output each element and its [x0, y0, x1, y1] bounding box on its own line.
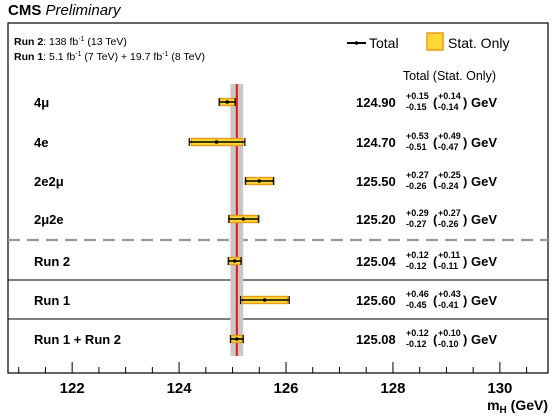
total-down-uncertainty: -0.27: [406, 219, 427, 229]
stat-up-uncertainty: +0.27: [438, 208, 461, 218]
close-paren: ): [463, 212, 467, 227]
status-label: Preliminary: [45, 2, 121, 19]
open-paren: (: [433, 293, 438, 308]
central-value-marker: [235, 337, 239, 341]
x-tick-label: 128: [380, 380, 405, 397]
central-value-marker: [214, 140, 219, 144]
total-down-uncertainty: -0.45: [406, 300, 427, 310]
x-tick-label: 126: [274, 380, 299, 397]
unit-label: GeV: [471, 135, 497, 150]
measurement-label: Run 2: [34, 254, 70, 269]
measurement-label: 2μ2e: [34, 212, 64, 227]
total-up-uncertainty: +0.15: [406, 91, 429, 101]
x-axis-label: mH (GeV): [487, 397, 548, 416]
measurement-value-text: 125.08 +0.12-0.12 (+0.10-0.10) GeV: [356, 328, 497, 349]
central-value-marker: [232, 259, 237, 263]
open-paren: (: [433, 212, 438, 227]
legend-stat-swatch: [426, 32, 444, 51]
stat-down-uncertainty: -0.47: [438, 142, 459, 152]
total-down-uncertainty: -0.12: [406, 339, 427, 349]
value-number: 125.20: [356, 212, 396, 227]
stat-up-uncertainty: +0.49: [438, 131, 461, 141]
legend-total-dot: [354, 41, 359, 45]
unit-label: GeV: [471, 95, 497, 110]
stat-down-uncertainty: -0.11: [438, 261, 458, 271]
stat-down-uncertainty: -0.10: [438, 339, 459, 349]
experiment-label: CMS: [8, 2, 42, 19]
value-number: 124.90: [356, 95, 396, 110]
value-number: 125.50: [356, 174, 396, 189]
unit-label: GeV: [471, 174, 497, 189]
central-value-marker: [225, 100, 230, 104]
luminosity-line: Run 1: 5.1 fb-1 (7 TeV) + 19.7 fb-1 (8 T…: [14, 51, 205, 63]
measurement-label: 4μ: [34, 95, 49, 110]
central-value-marker: [262, 298, 267, 302]
luminosity-line: Run 2: 138 fb-1 (13 TeV): [14, 36, 127, 48]
legend-total-label: Total: [369, 35, 399, 51]
close-paren: ): [463, 254, 467, 269]
stat-up-uncertainty: +0.25: [438, 170, 461, 180]
legend-stat-label: Stat. Only: [448, 35, 509, 51]
total-up-uncertainty: +0.12: [406, 250, 429, 260]
measurement-label: Run 1 + Run 2: [34, 332, 121, 347]
value-number: 125.04: [356, 254, 397, 269]
open-paren: (: [433, 174, 438, 189]
stat-down-uncertainty: -0.26: [438, 219, 459, 229]
value-number: 124.70: [356, 135, 396, 150]
total-up-uncertainty: +0.12: [406, 328, 429, 338]
x-tick-label: 130: [487, 380, 512, 397]
open-paren: (: [433, 135, 438, 150]
close-paren: ): [463, 293, 467, 308]
column-header: Total (Stat. Only): [403, 69, 496, 83]
measurement-label: 2e2μ: [34, 174, 64, 189]
stat-up-uncertainty: +0.43: [438, 289, 461, 299]
stat-down-uncertainty: -0.24: [438, 181, 459, 191]
stat-up-uncertainty: +0.11: [438, 250, 460, 260]
close-paren: ): [463, 135, 467, 150]
unit-label: GeV: [471, 254, 497, 269]
central-value-marker: [257, 179, 262, 183]
total-up-uncertainty: +0.46: [406, 289, 429, 299]
open-paren: (: [433, 254, 438, 269]
plot-frame: [7, 22, 549, 374]
measurement-value-text: 125.04 +0.12-0.12 (+0.11-0.11) GeV: [356, 250, 497, 271]
measurement-value-text: 124.70 +0.53-0.51 (+0.49-0.47) GeV: [356, 131, 497, 152]
measurement-value-text: 124.90 +0.15-0.15 (+0.14-0.14) GeV: [356, 91, 497, 112]
unit-label: GeV: [471, 212, 497, 227]
stat-down-uncertainty: -0.14: [438, 102, 459, 112]
measurement-label: 4e: [34, 135, 48, 150]
total-down-uncertainty: -0.51: [406, 142, 427, 152]
value-number: 125.08: [356, 332, 396, 347]
total-down-uncertainty: -0.15: [406, 102, 427, 112]
total-up-uncertainty: +0.27: [406, 170, 429, 180]
close-paren: ): [463, 332, 467, 347]
measurement-value-text: 125.50 +0.27-0.26 (+0.25-0.24) GeV: [356, 170, 497, 191]
measurement-value-text: 125.60 +0.46-0.45 (+0.43-0.41) GeV: [356, 289, 497, 310]
measurement-label: Run 1: [34, 293, 70, 308]
close-paren: ): [463, 174, 467, 189]
stat-up-uncertainty: +0.10: [438, 328, 461, 338]
x-tick-label: 122: [60, 380, 85, 397]
central-value-marker: [241, 217, 246, 221]
stat-down-uncertainty: -0.41: [438, 300, 459, 310]
open-paren: (: [433, 332, 438, 347]
total-up-uncertainty: +0.53: [406, 131, 429, 141]
unit-label: GeV: [471, 332, 497, 347]
measurement-value-text: 125.20 +0.29-0.27 (+0.27-0.26) GeV: [356, 208, 497, 229]
close-paren: ): [463, 95, 467, 110]
value-number: 125.60: [356, 293, 396, 308]
open-paren: (: [433, 95, 438, 110]
stat-up-uncertainty: +0.14: [438, 91, 461, 101]
total-down-uncertainty: -0.12: [406, 261, 427, 271]
figure-header: CMS Preliminary: [8, 2, 121, 19]
total-up-uncertainty: +0.29: [406, 208, 429, 218]
x-tick-label: 124: [167, 380, 193, 397]
total-down-uncertainty: -0.26: [406, 181, 427, 191]
unit-label: GeV: [471, 293, 497, 308]
